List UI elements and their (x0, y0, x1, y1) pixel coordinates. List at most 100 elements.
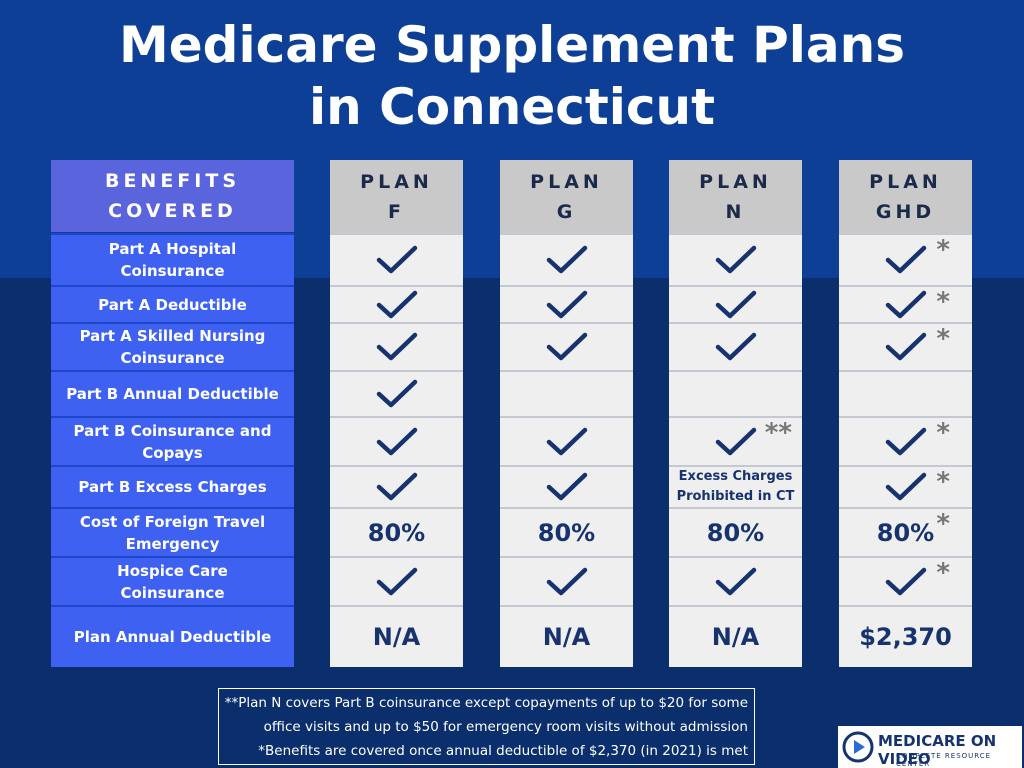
footnote-mark: ** (764, 418, 792, 448)
plan-cell (330, 465, 463, 507)
footnote: office visits and up to $50 for emergenc… (263, 719, 748, 735)
check-icon (715, 567, 756, 595)
plan-header: PLAN GHD (839, 160, 972, 233)
check-icon (546, 567, 587, 595)
plan-cell: 80% * (839, 507, 972, 556)
plan-column: PLAN GHD * * * * * 80% * * $2,370 (839, 160, 972, 670)
plan-cell: 80% (330, 507, 463, 556)
check-icon (715, 245, 756, 274)
benefits-header: BENEFITS COVERED (51, 160, 294, 232)
title-line: Medicare Supplement Plans (119, 16, 905, 74)
plan-cell: Excess Charges Prohibited in CT (669, 465, 802, 507)
benefit-label: Part B Annual Deductible (51, 370, 294, 416)
check-icon (885, 245, 926, 274)
check-icon (715, 290, 756, 318)
check-icon (715, 427, 756, 455)
benefit-label: Part A Hospital Coinsurance (51, 233, 294, 285)
plan-cell: * (839, 416, 972, 465)
plan-column: PLAN N ** Excess Charges Prohibited in CT 8… (669, 160, 802, 670)
plan-cell: N/A (500, 605, 633, 667)
plan-cell: * (839, 285, 972, 322)
plan-cell (669, 370, 802, 416)
plan-cell (330, 556, 463, 605)
footnote-mark: * (936, 509, 950, 539)
plan-header: PLAN F (330, 160, 463, 233)
title-line: in Connecticut (308, 78, 716, 136)
plan-cell (330, 370, 463, 416)
check-icon (546, 472, 587, 501)
plan-cell (330, 416, 463, 465)
plan-cell (669, 556, 802, 605)
title: Medicare Supplement Plans in Connecticut (0, 14, 1024, 138)
check-icon (715, 332, 756, 361)
footnote-mark: * (936, 467, 950, 497)
cell-value: 80% (706, 518, 765, 547)
plan-cell (669, 233, 802, 285)
footnote-mark: * (936, 558, 950, 588)
logo: MEDICARE ON VIDEO COMPLETE RESOURCE CENT… (838, 726, 1022, 768)
plan-cell (500, 556, 633, 605)
cell-note: Excess Charges Prohibited in CT (676, 469, 795, 504)
cell-value: N/A (542, 623, 591, 651)
cell-value: 80% (537, 518, 596, 547)
plan-cell (330, 322, 463, 370)
benefit-label: Plan Annual Deductible (51, 605, 294, 667)
plan-cell: N/A (669, 605, 802, 667)
check-icon (546, 427, 587, 455)
benefit-label: Cost of Foreign Travel Emergency (51, 507, 294, 556)
plan-cell (500, 370, 633, 416)
check-icon (885, 472, 926, 501)
check-icon (546, 245, 587, 274)
cell-value: 80% (876, 518, 935, 547)
cell-value: N/A (711, 623, 760, 651)
benefit-label: Part A Skilled Nursing Coinsurance (51, 322, 294, 370)
benefit-label: Part B Excess Charges (51, 465, 294, 507)
check-icon (885, 567, 926, 595)
check-icon (546, 332, 587, 361)
footnote: *Benefits are covered once annual deduct… (258, 743, 748, 759)
plan-cell (330, 285, 463, 322)
plan-cell: * (839, 322, 972, 370)
check-icon (546, 290, 587, 318)
footnote: **Plan N covers Part B coinsurance excep… (224, 695, 748, 711)
check-icon (376, 290, 417, 318)
plan-header: PLAN G (500, 160, 633, 233)
plan-cell (839, 370, 972, 416)
check-icon (376, 379, 417, 408)
plan-cell: 80% (500, 507, 633, 556)
logo-name: MEDICARE ON VIDEO (878, 732, 997, 768)
footnote-mark: * (936, 418, 950, 448)
plan-cell: * (839, 233, 972, 285)
footnote-mark: * (936, 235, 950, 265)
plan-column: PLAN F 80% N/A (330, 160, 463, 670)
plan-cell: 80% (669, 507, 802, 556)
logo-tagline: COMPLETE RESOURCE CENTER (896, 752, 992, 768)
plan-cell: * (839, 465, 972, 507)
check-icon (885, 427, 926, 455)
plan-cell: N/A (330, 605, 463, 667)
footnote-mark: * (936, 287, 950, 317)
plan-cell: * (839, 556, 972, 605)
check-icon (376, 332, 417, 361)
plan-cell (500, 285, 633, 322)
logo-icon (842, 731, 874, 763)
check-icon (376, 427, 417, 455)
plan-header: PLAN N (669, 160, 802, 233)
footnotes: **Plan N covers Part B coinsurance excep… (218, 688, 755, 765)
benefit-label: Part A Deductible (51, 285, 294, 322)
plan-column: PLAN G 80% N/A (500, 160, 633, 670)
plan-cell (500, 465, 633, 507)
footnote-mark: * (936, 324, 950, 354)
plan-cell: $2,370 (839, 605, 972, 667)
plan-cell (669, 285, 802, 322)
plan-cell (500, 233, 633, 285)
cell-value: $2,370 (859, 623, 952, 651)
plan-cell (500, 416, 633, 465)
plan-cell: ** (669, 416, 802, 465)
cell-value: 80% (367, 518, 426, 547)
check-icon (885, 332, 926, 361)
check-icon (376, 472, 417, 501)
check-icon (885, 290, 926, 318)
cell-value: N/A (372, 623, 421, 651)
